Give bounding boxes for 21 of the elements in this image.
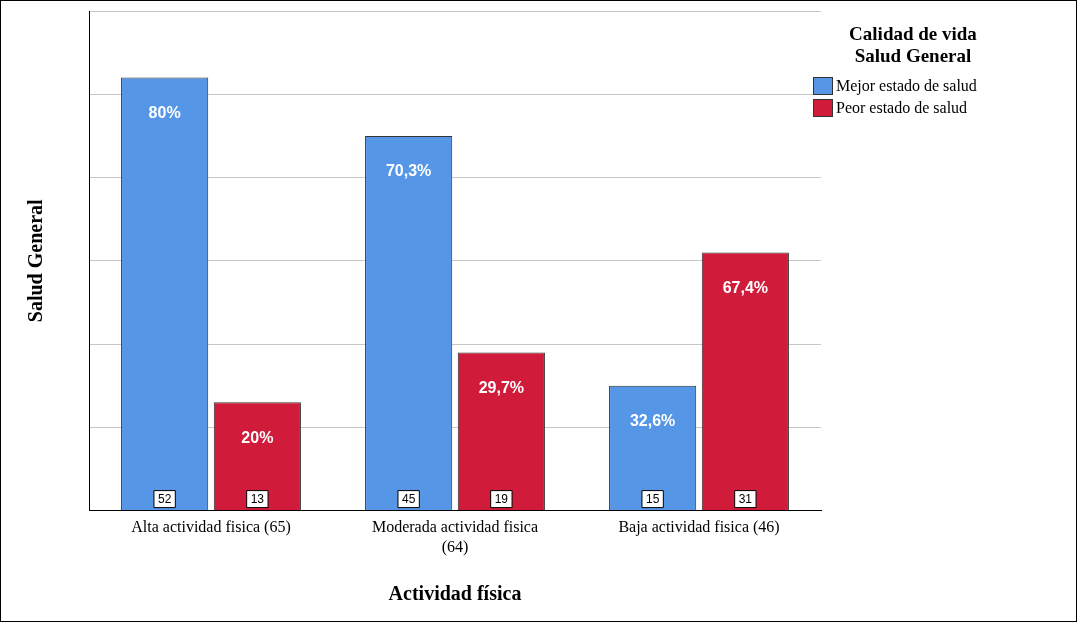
data-label: 45 [401, 492, 416, 507]
x-tick-label: Moderada actividad fisica (64) [371, 518, 539, 556]
annotation: 67,4% [722, 278, 769, 296]
annotation: 80% [148, 104, 181, 122]
y-axis-title: Salud General [853, 45, 973, 67]
data-label: 13 [250, 492, 265, 507]
annotation: 32,6% [629, 412, 676, 430]
x-tick-label: Baja actividad fisica (46) [618, 518, 780, 537]
x-tick-label: Alta actividad fisica (65) [131, 518, 291, 537]
text: Calidad de vida [849, 23, 977, 44]
annotation: 20% [241, 428, 274, 446]
x-axis-title: Actividad física [388, 582, 522, 605]
data-label: 52 [157, 492, 172, 507]
text: Salud General [24, 199, 47, 323]
legend-label: Peor estado de salud [836, 99, 968, 117]
annotation: 70,3% [385, 162, 432, 180]
annotation: 29,7% [478, 378, 525, 396]
data-label: 19 [494, 492, 509, 507]
data-label: 15 [645, 492, 660, 507]
data-label: 31 [738, 492, 753, 507]
legend-label: Mejor estado de salud [836, 77, 977, 95]
